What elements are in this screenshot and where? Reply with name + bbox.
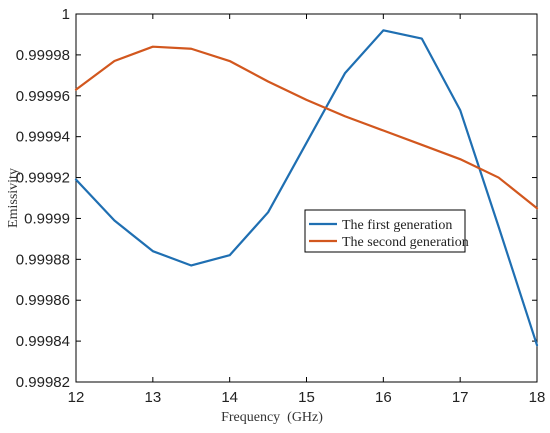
y-tick-label: 0.99992 bbox=[16, 170, 70, 187]
x-tick-label: 13 bbox=[144, 389, 161, 406]
x-tick-label: 15 bbox=[298, 389, 315, 406]
series-line-second-generation bbox=[74, 45, 539, 210]
y-tick-label: 1 bbox=[62, 6, 70, 23]
x-tick-label: 18 bbox=[529, 389, 546, 406]
y-tick-label: 0.99982 bbox=[16, 374, 70, 391]
legend-box bbox=[304, 209, 466, 253]
x-tick-label: 14 bbox=[221, 389, 238, 406]
y-tick-label: 0.99998 bbox=[16, 47, 70, 64]
axis-ticks: 12 13 14 15 16 17 18 0.99982 0.99984 0.99986 0.999… bbox=[16, 6, 546, 406]
plot-frame bbox=[75, 13, 538, 383]
x-tick-label: 12 bbox=[68, 389, 85, 406]
series-lines bbox=[74, 29, 539, 347]
legend-label-second-generation: The second generation bbox=[342, 235, 469, 250]
y-tick-label: 0.99996 bbox=[16, 88, 70, 105]
x-tick-label: 16 bbox=[375, 389, 392, 406]
y-tick-label: 0.99988 bbox=[16, 251, 70, 268]
y-axis-title: Emissivity bbox=[6, 168, 21, 228]
y-tick-label: 0.99994 bbox=[16, 129, 70, 146]
series-line-first-generation bbox=[74, 29, 539, 347]
x-axis-title: Frequency (GHz) bbox=[221, 410, 323, 425]
legend: The first generation The second generati… bbox=[304, 209, 469, 253]
y-tick-label: 0.9999 bbox=[24, 210, 70, 227]
x-tick-label: 17 bbox=[452, 389, 469, 406]
y-tick-label: 0.99984 bbox=[16, 333, 70, 350]
legend-label-first-generation: The first generation bbox=[342, 218, 452, 233]
y-tick-label: 0.99986 bbox=[16, 292, 70, 309]
